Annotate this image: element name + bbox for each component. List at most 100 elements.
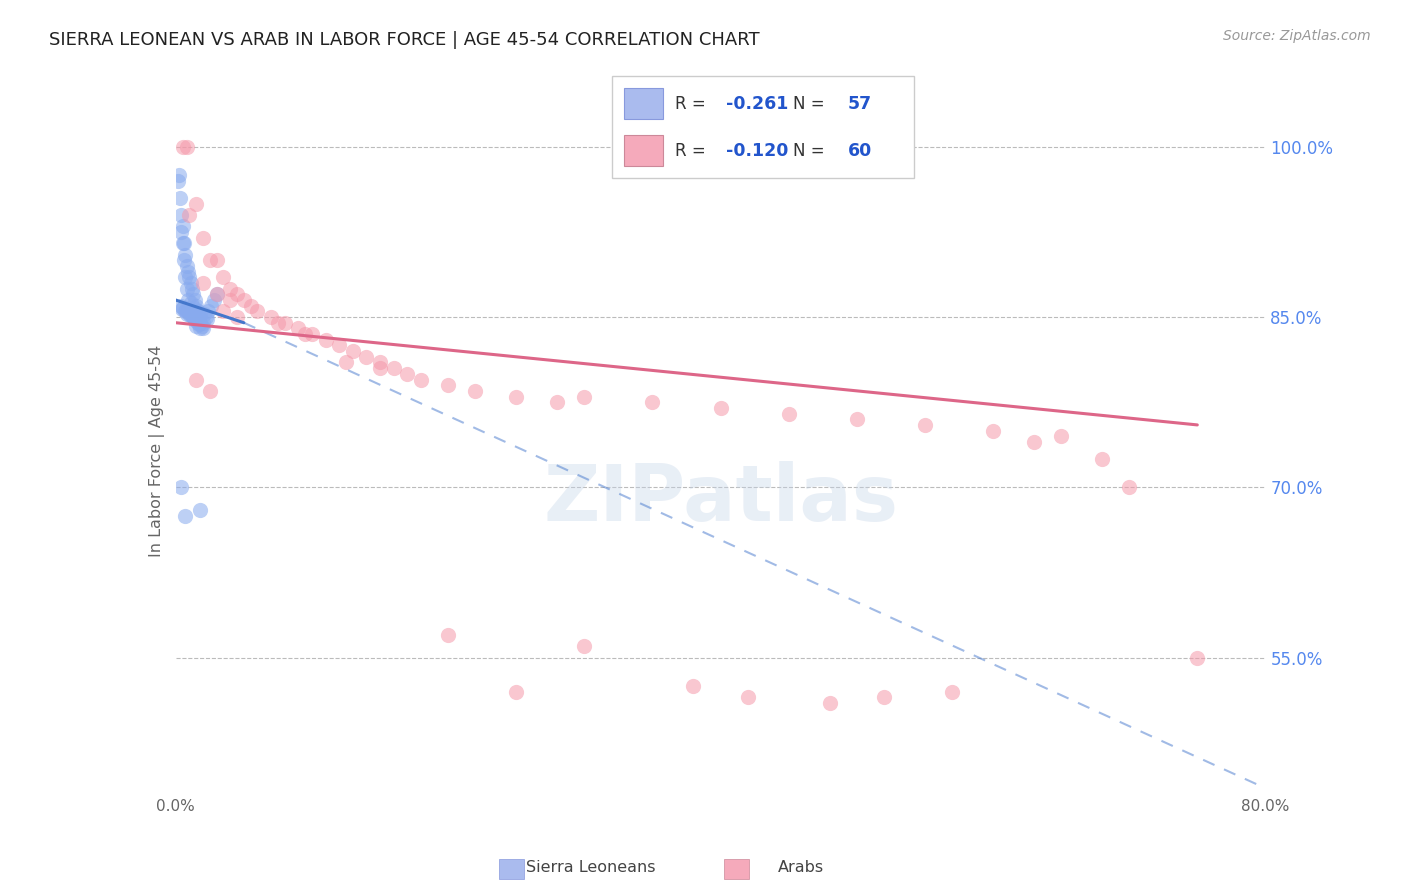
- Point: [193, 307, 215, 321]
- Point: [167, 174, 190, 188]
- Point: [1118, 480, 1140, 494]
- Point: [179, 208, 201, 222]
- Y-axis label: In Labor Force | Age 45-54: In Labor Force | Age 45-54: [149, 344, 165, 557]
- Point: [181, 282, 204, 296]
- Point: [172, 219, 194, 234]
- Point: [176, 259, 198, 273]
- Point: [335, 355, 357, 369]
- Point: [356, 350, 378, 364]
- Point: [191, 321, 214, 335]
- Point: [194, 310, 217, 324]
- Text: SIERRA LEONEAN VS ARAB IN LABOR FORCE | AGE 45-54 CORRELATION CHART: SIERRA LEONEAN VS ARAB IN LABOR FORCE | …: [49, 31, 759, 49]
- Point: [186, 299, 208, 313]
- Point: [1022, 434, 1045, 449]
- Point: [198, 253, 221, 268]
- Point: [181, 310, 204, 324]
- Point: [180, 304, 202, 318]
- Point: [174, 270, 197, 285]
- Point: [170, 225, 193, 239]
- Point: [176, 140, 198, 154]
- Point: [464, 384, 486, 398]
- FancyBboxPatch shape: [612, 76, 914, 178]
- Point: [274, 316, 297, 330]
- Text: R =: R =: [675, 95, 711, 112]
- Point: [186, 304, 208, 318]
- Point: [437, 628, 460, 642]
- Point: [682, 679, 704, 693]
- Point: [191, 230, 214, 244]
- Point: [328, 338, 350, 352]
- Point: [198, 384, 221, 398]
- Point: [187, 310, 209, 324]
- Point: [180, 276, 202, 290]
- Point: [546, 395, 568, 409]
- Point: [188, 308, 211, 322]
- Point: [184, 312, 207, 326]
- Point: [232, 293, 254, 307]
- Point: [184, 293, 207, 307]
- Point: [172, 301, 194, 315]
- Point: [1091, 452, 1114, 467]
- Point: [173, 253, 195, 268]
- Point: [177, 305, 200, 319]
- Text: 60: 60: [848, 142, 872, 160]
- Point: [574, 640, 596, 654]
- Point: [183, 310, 205, 324]
- Point: [294, 327, 316, 342]
- Point: [172, 236, 194, 251]
- Point: [174, 303, 197, 318]
- Text: -0.261: -0.261: [727, 95, 789, 112]
- Point: [170, 302, 193, 317]
- Point: [197, 304, 219, 318]
- Point: [368, 361, 391, 376]
- Point: [183, 301, 205, 315]
- FancyBboxPatch shape: [624, 88, 664, 119]
- Point: [173, 236, 195, 251]
- Point: [219, 282, 242, 296]
- Point: [641, 395, 664, 409]
- Text: R =: R =: [675, 142, 711, 160]
- Point: [187, 316, 209, 330]
- Point: [778, 407, 800, 421]
- Point: [188, 503, 211, 517]
- Point: [179, 270, 201, 285]
- Point: [342, 344, 364, 359]
- Point: [176, 307, 198, 321]
- Point: [172, 140, 194, 154]
- Text: N =: N =: [793, 95, 830, 112]
- Point: [186, 372, 208, 386]
- Point: [176, 282, 198, 296]
- Point: [1187, 650, 1209, 665]
- Text: Sierra Leoneans: Sierra Leoneans: [526, 861, 655, 875]
- Point: [186, 196, 208, 211]
- Point: [191, 276, 214, 290]
- Point: [737, 690, 759, 705]
- Point: [173, 304, 195, 318]
- FancyBboxPatch shape: [624, 136, 664, 166]
- Point: [505, 684, 527, 698]
- Point: [941, 684, 963, 698]
- Text: -0.120: -0.120: [727, 142, 789, 160]
- Point: [167, 168, 190, 182]
- Point: [177, 293, 200, 307]
- Point: [205, 253, 228, 268]
- Point: [226, 287, 249, 301]
- Point: [212, 270, 235, 285]
- Point: [170, 208, 193, 222]
- Point: [914, 417, 936, 432]
- Point: [396, 367, 419, 381]
- Point: [226, 310, 249, 324]
- Point: [188, 321, 211, 335]
- Point: [287, 321, 309, 335]
- Point: [191, 316, 214, 330]
- Point: [169, 191, 191, 205]
- Point: [174, 508, 197, 523]
- Point: [710, 401, 733, 415]
- Point: [260, 310, 283, 324]
- Point: [205, 287, 228, 301]
- Point: [301, 327, 323, 342]
- Point: [177, 265, 200, 279]
- Point: [1050, 429, 1073, 443]
- Point: [382, 361, 405, 376]
- Point: [174, 247, 197, 261]
